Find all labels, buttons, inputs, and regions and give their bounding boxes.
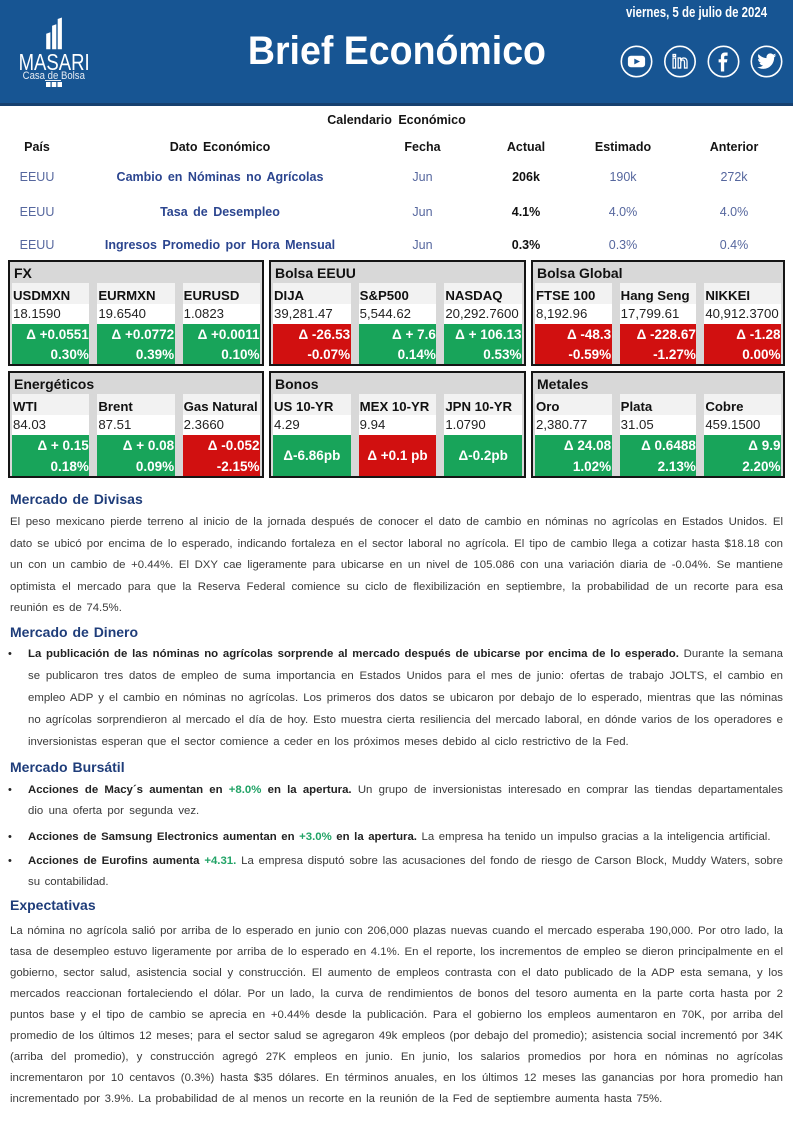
svg-text:in: in: [672, 51, 688, 72]
